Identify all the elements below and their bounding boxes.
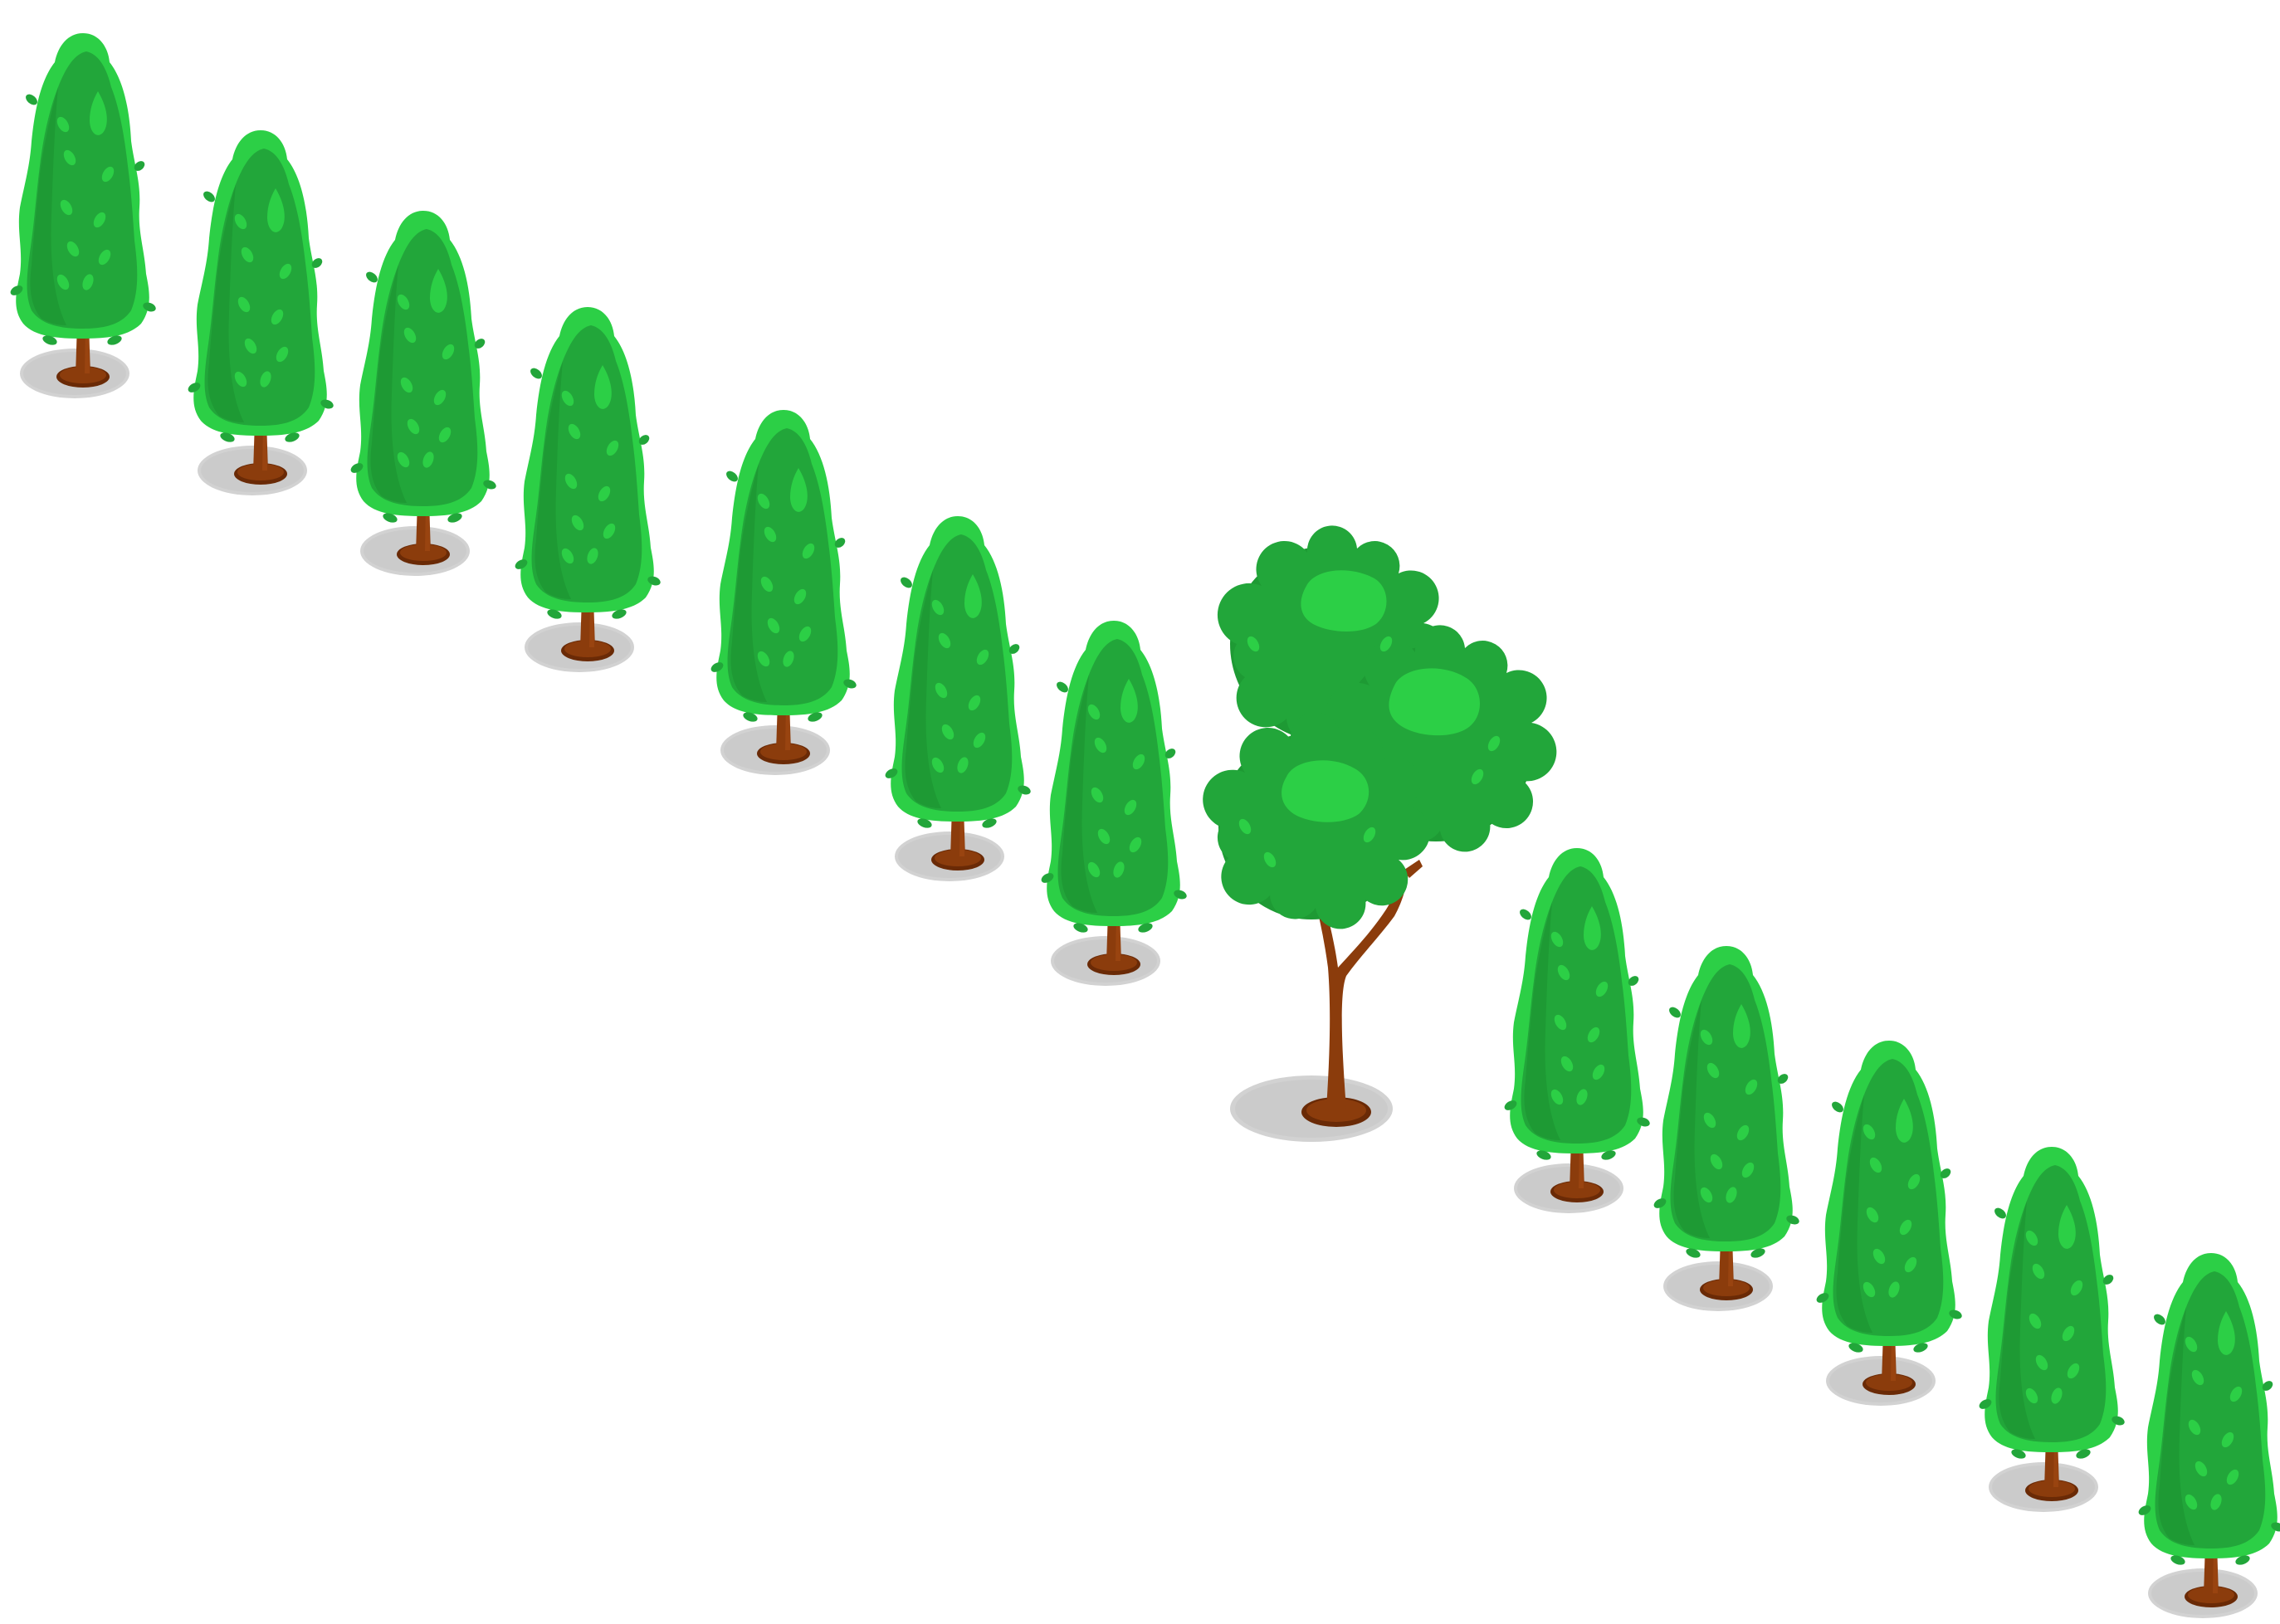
cypress-tree-icon <box>1977 1147 2126 1512</box>
cypress-tree-icon <box>349 211 498 576</box>
cypress-tree-icon <box>1039 621 1189 986</box>
oak-tree-icon <box>1203 525 1557 1142</box>
cypress-tree-icon <box>186 130 335 495</box>
cypress-tree-icon <box>8 33 158 398</box>
cypress-tree-icon <box>1502 848 1652 1213</box>
cypress-tree-icon <box>1652 946 1801 1311</box>
cypress-tree-icon <box>1814 1041 1964 1406</box>
cypress-tree-icon <box>513 307 662 672</box>
cypress-tree-icon <box>883 516 1033 881</box>
cypress-tree-icon <box>709 410 858 775</box>
cypress-tree-icon <box>2136 1253 2280 1618</box>
